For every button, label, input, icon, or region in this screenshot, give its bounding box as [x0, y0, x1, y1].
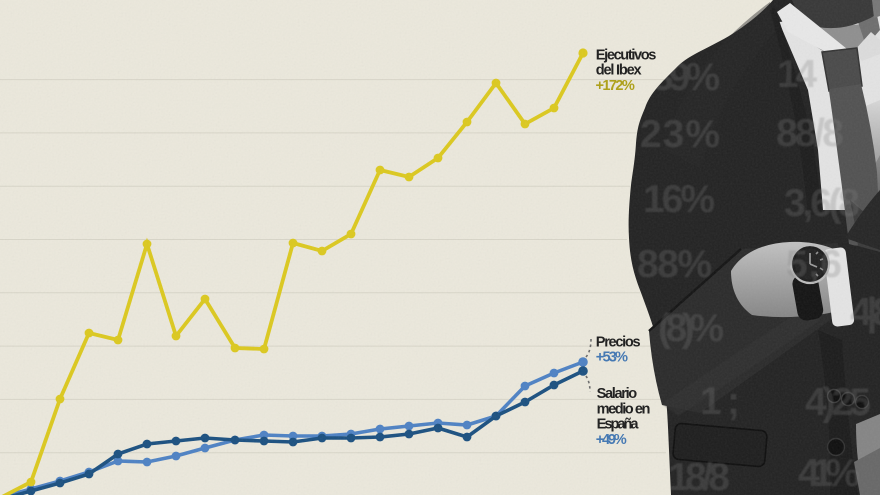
svg-text:3,6(8: 3,6(8 — [784, 182, 860, 225]
svg-text:41%: 41% — [798, 452, 860, 495]
svg-text:medio en: medio en — [597, 401, 651, 417]
svg-text:Precios: Precios — [596, 334, 641, 350]
svg-text:+53%: +53% — [596, 350, 628, 366]
svg-text:España: España — [597, 417, 640, 433]
svg-text:(8)%: (8)% — [658, 307, 724, 350]
svg-text:5,6: 5,6 — [786, 243, 842, 286]
svg-text:16%: 16% — [643, 178, 715, 221]
svg-text:14: 14 — [777, 53, 817, 96]
svg-text:Salario: Salario — [597, 386, 638, 402]
svg-text:+172%: +172% — [596, 78, 635, 94]
svg-text:+49%: +49% — [596, 432, 627, 448]
svg-text:Ejecutivos: Ejecutivos — [596, 47, 657, 63]
svg-text:23%: 23% — [640, 113, 720, 156]
svg-text:88%: 88% — [637, 243, 712, 286]
svg-text:del Ibex: del Ibex — [596, 63, 643, 79]
svg-text:88/8: 88/8 — [776, 112, 844, 155]
svg-text:18/8: 18/8 — [668, 456, 730, 495]
svg-text:4)25: 4)25 — [805, 381, 871, 424]
svg-text:1;: 1; — [700, 380, 740, 423]
svg-text:4|8: 4|8 — [850, 291, 880, 334]
